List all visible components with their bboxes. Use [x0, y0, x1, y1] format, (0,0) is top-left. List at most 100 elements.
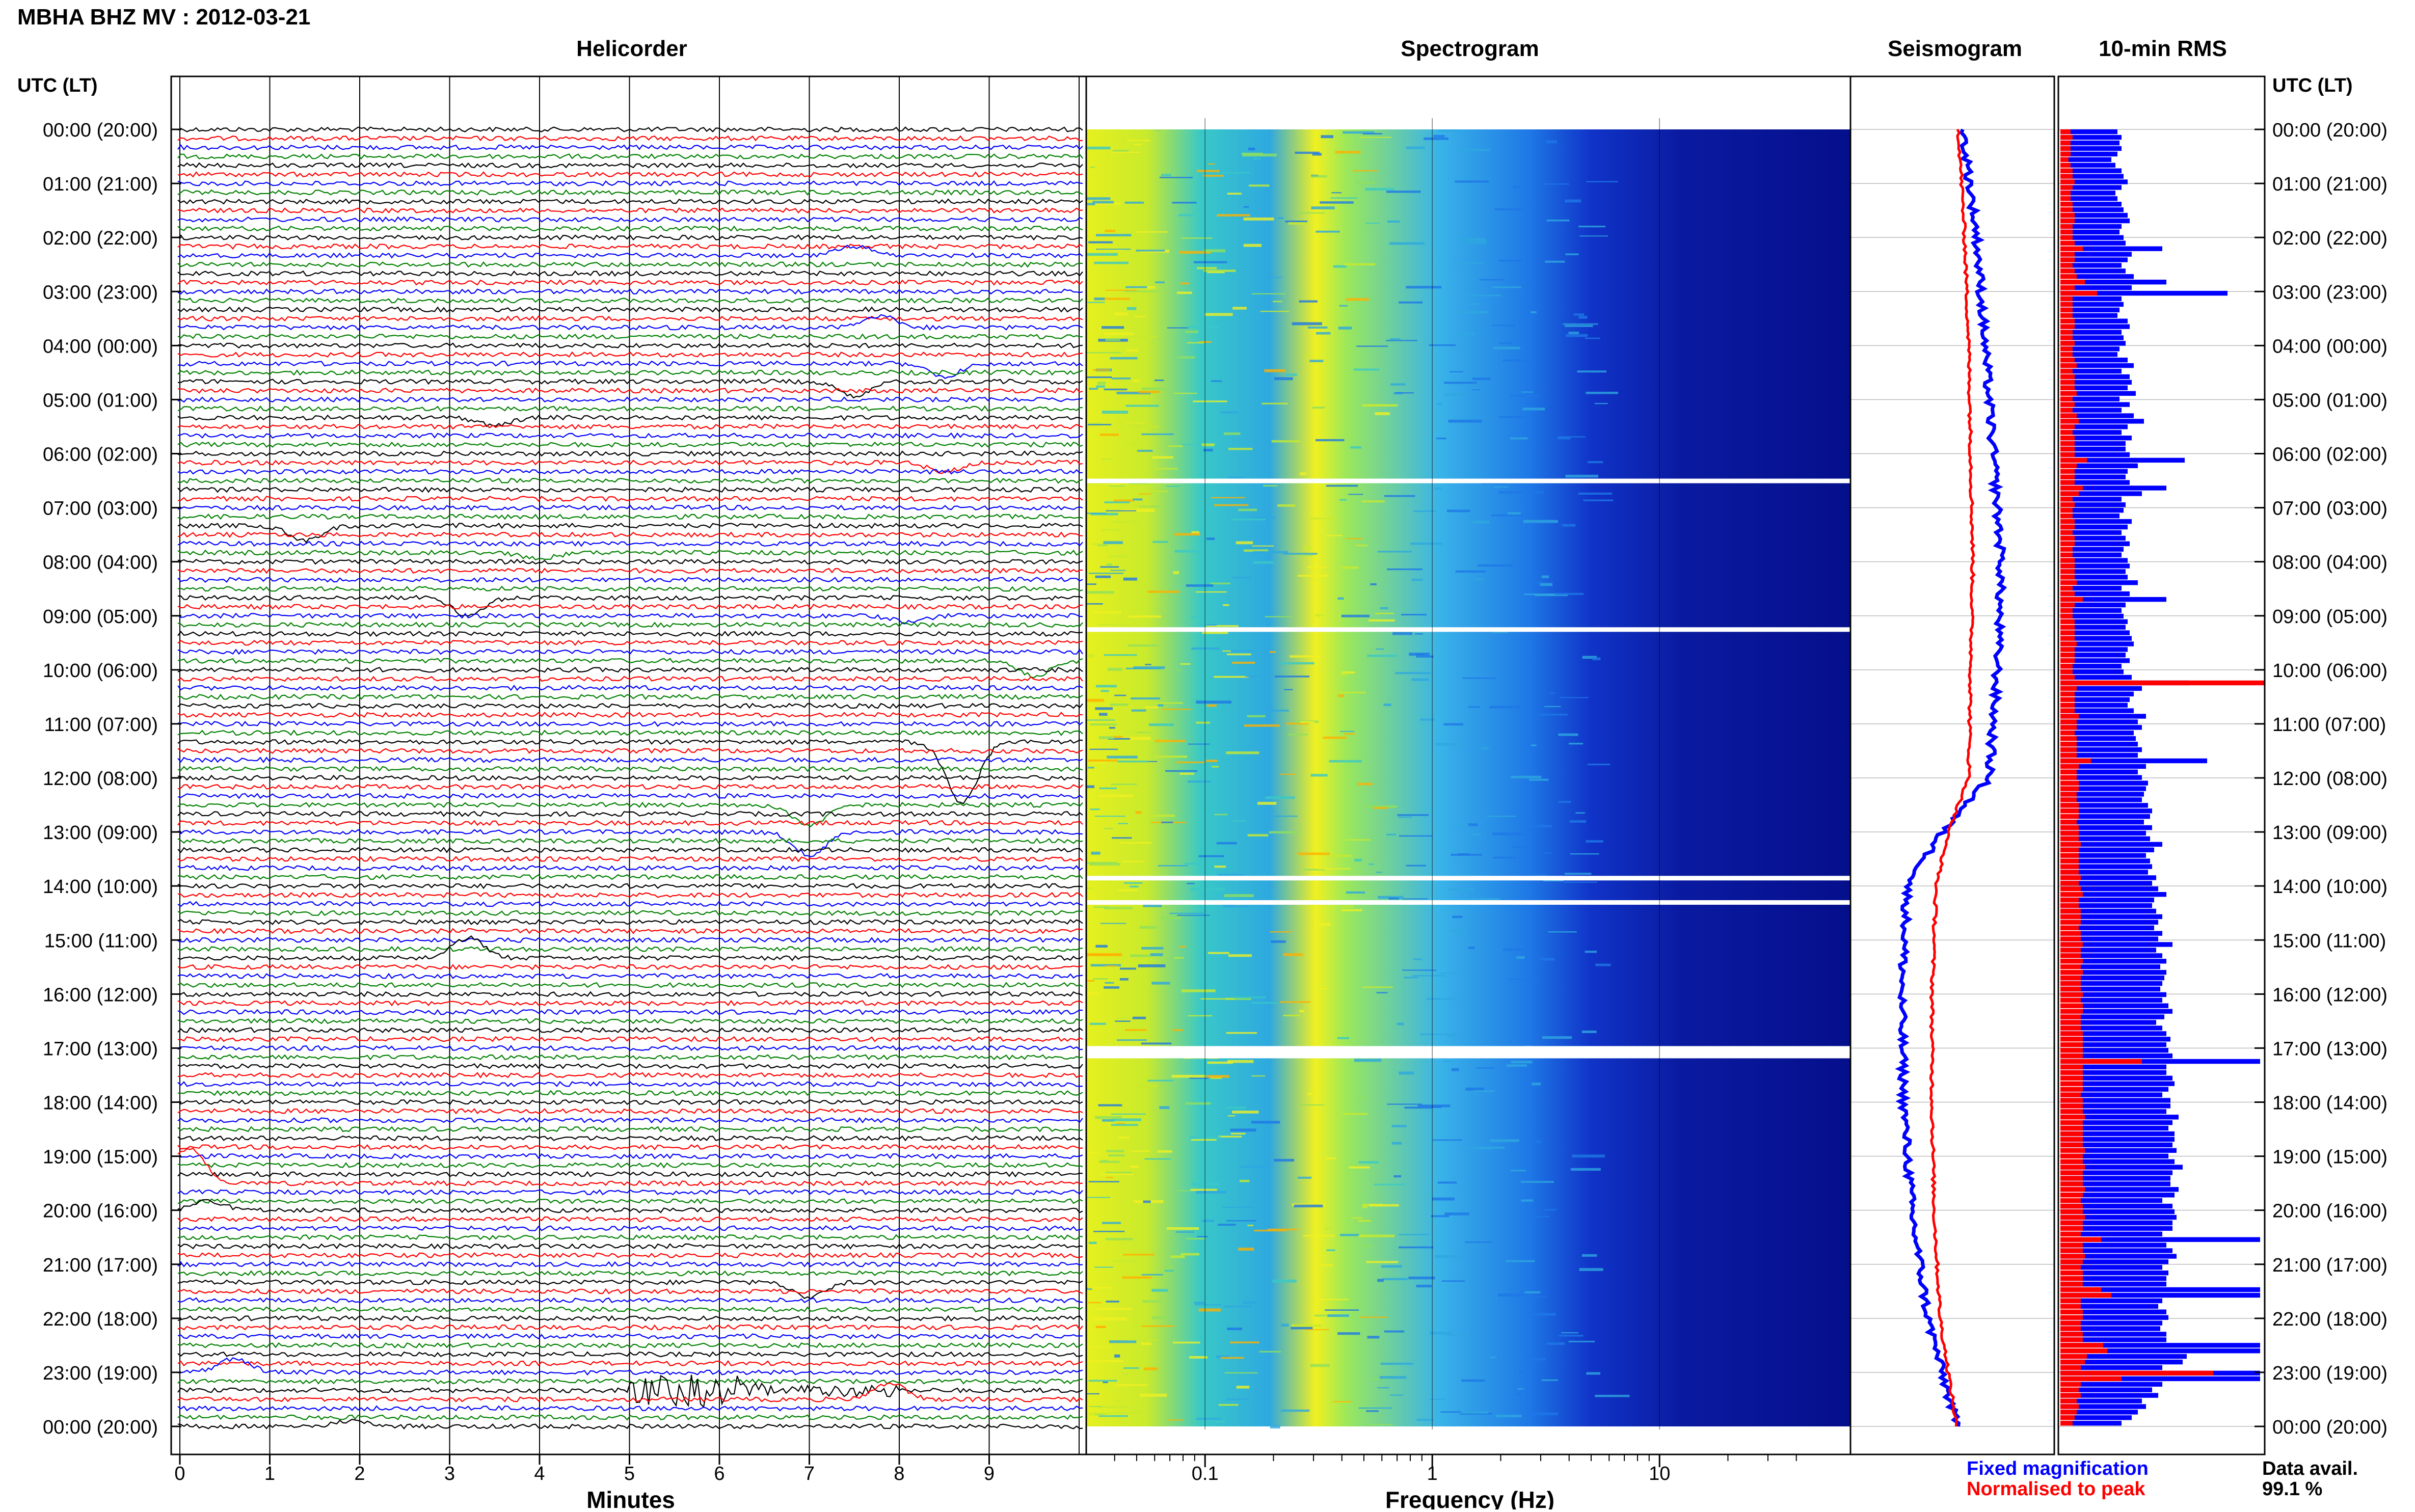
spectrogram-cell	[1089, 862, 1120, 866]
spectrogram-cell	[1362, 1205, 1368, 1208]
spectrogram-cell	[1224, 894, 1254, 897]
spectrogram-cell	[1310, 774, 1328, 777]
rms-bar-normalised	[2060, 1292, 2111, 1298]
spectrogram-cell	[1541, 1379, 1558, 1381]
fixed-magnification-legend: Fixed magnification	[1967, 1458, 2149, 1479]
rms-bar-normalised	[2060, 608, 2073, 613]
spectrogram-cell	[1106, 510, 1137, 511]
spectrogram-cell	[1098, 716, 1111, 719]
rms-bar-fixed	[2060, 541, 2130, 546]
helicorder-trace	[177, 828, 1083, 857]
rms-bar-fixed	[2060, 1064, 2166, 1070]
rms-bar-normalised	[2060, 474, 2075, 479]
rms-bar-fixed	[2060, 797, 2142, 802]
helicorder-trace	[177, 693, 1083, 700]
rms-bar-normalised	[2060, 847, 2079, 852]
spectrogram-cell	[1090, 723, 1117, 726]
spectrogram-cell	[1472, 389, 1481, 391]
spectrogram-cell	[1161, 174, 1171, 177]
spectrogram-cell	[1356, 345, 1388, 347]
spectrogram-cell	[1087, 980, 1094, 982]
rms-bar-normalised	[2060, 1382, 2081, 1387]
rms-bar-normalised	[2060, 424, 2075, 429]
spectrogram-cell	[1087, 1197, 1111, 1198]
rms-bar-fixed	[2060, 970, 2166, 975]
spectrogram-cell	[1452, 915, 1463, 919]
spectrogram-cell	[1411, 578, 1423, 581]
spectrogram-cell	[1196, 170, 1220, 172]
spectrogram-cell	[1299, 300, 1318, 303]
rms-bar-normalised	[2060, 731, 2075, 736]
rms-bar-fixed	[2060, 1003, 2168, 1008]
spectrogram-cell	[1106, 563, 1112, 566]
rms-bar-fixed	[2060, 1320, 2162, 1326]
spectrogram-cell	[1353, 368, 1380, 371]
spectrogram-cell	[1166, 485, 1180, 487]
spectrogram-cell	[1493, 856, 1516, 859]
spectrogram-cell	[1476, 1067, 1495, 1069]
spectrogram-cell	[1105, 229, 1116, 232]
spectrogram-cell	[1141, 1342, 1151, 1345]
rms-bar-normalised	[2060, 948, 2081, 953]
rms-bar-fixed	[2060, 992, 2166, 997]
spectrogram-cell	[1119, 842, 1152, 844]
spectrogram-cell	[1448, 888, 1474, 891]
rms-bar-fixed	[2060, 870, 2148, 875]
spectrogram-cell	[1098, 1406, 1129, 1409]
spectrogram-cell	[1578, 225, 1606, 228]
helicorder-trace	[177, 1357, 1083, 1376]
spectrogram-cell	[1326, 854, 1352, 857]
rms-bar-normalised	[2060, 975, 2081, 981]
spectrogram-cell	[1297, 575, 1328, 577]
rms-bar-fixed	[2060, 636, 2132, 641]
spectrogram-cell	[1188, 780, 1211, 783]
spectrogram-cell	[1339, 499, 1347, 501]
spectrogram-cell	[1404, 977, 1418, 979]
spectrogram-cell	[1320, 201, 1354, 204]
spectrogram-cell	[1125, 1029, 1147, 1031]
rms-bar-normalised	[2060, 1042, 2083, 1047]
seismogram-title: Seismogram	[1888, 36, 2022, 61]
rms-bar-fixed	[2060, 803, 2148, 808]
spectrogram-cell	[1274, 676, 1310, 678]
time-label-left: 06:00 (02:00)	[43, 444, 158, 466]
spectrogram-cell	[1503, 948, 1524, 951]
rms-bar-fixed	[2060, 575, 2128, 580]
rms-bar-fixed	[2060, 151, 2117, 157]
rms-bar-fixed	[2060, 986, 2160, 992]
spectrogram-cell	[1148, 761, 1158, 762]
spectrogram-cell	[1095, 575, 1111, 578]
rms-bar-fixed	[2060, 1075, 2172, 1081]
helicorder-trace	[177, 315, 1083, 322]
rms-bar-fixed	[2060, 212, 2128, 218]
time-label-right: 19:00 (15:00)	[2272, 1147, 2387, 1168]
rms-bar-normalised	[2060, 541, 2075, 546]
spectrogram-cell	[1511, 1061, 1533, 1064]
spectrogram-cell	[1161, 916, 1182, 920]
spectrogram-cell	[1542, 183, 1569, 185]
helicorder-trace	[177, 279, 1083, 286]
rms-bar-fixed	[2060, 908, 2156, 914]
spectrogram-cell	[1138, 964, 1166, 967]
spectrogram-cell	[1456, 824, 1472, 826]
helicorder-trace	[177, 1216, 1083, 1223]
spectrogram-cell	[1568, 1340, 1595, 1342]
rms-bar-fixed	[2060, 268, 2126, 274]
rms-bar-normalised	[2060, 864, 2079, 869]
spectrogram-cell	[1094, 298, 1130, 300]
spectrogram-cell	[1147, 1079, 1174, 1082]
spectrogram-cell	[1251, 293, 1286, 294]
spectrogram-cell	[1343, 131, 1375, 134]
spectrogram-cell	[1386, 340, 1417, 341]
spectrogram-cell	[1117, 423, 1152, 425]
helicorder-trace	[177, 1279, 1083, 1300]
rms-bar-normalised	[2060, 669, 2073, 674]
spectrogram-cell	[1532, 1082, 1541, 1086]
helicorder-trace	[177, 351, 1083, 358]
spectrogram-cell	[1149, 814, 1175, 817]
spectrogram-cell	[1087, 1302, 1102, 1304]
spectrogram-cell	[1472, 833, 1482, 835]
spectrogram-cell	[1366, 1261, 1399, 1263]
rms-bar-normalised	[2060, 1170, 2083, 1175]
spectrogram-cell	[1427, 997, 1460, 1001]
